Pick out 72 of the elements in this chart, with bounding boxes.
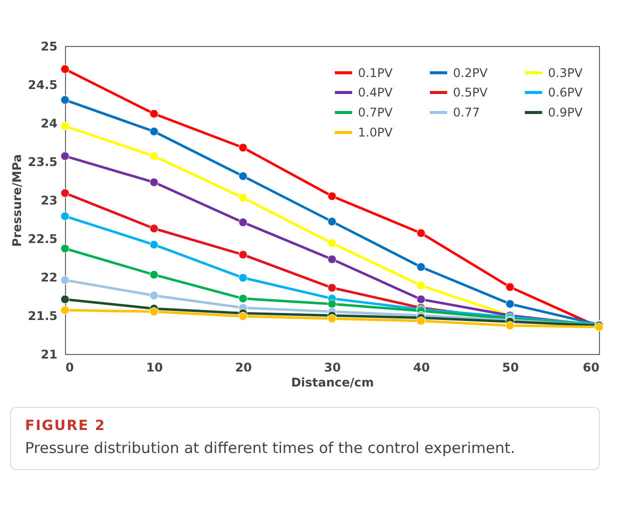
- legend-label: 0.7PV: [358, 106, 394, 120]
- point: [150, 270, 158, 280]
- legend-label: 0.2PV: [453, 66, 488, 80]
- point: [60, 306, 70, 315]
- point: [506, 300, 514, 308]
- x-tick-label: 50: [502, 360, 519, 374]
- point: [328, 192, 336, 201]
- point: [60, 188, 70, 198]
- y-tick-label: 25: [40, 40, 58, 54]
- point: [328, 314, 336, 324]
- point: [150, 240, 158, 250]
- legend-label: 0.3PV: [548, 66, 584, 80]
- point: [416, 281, 426, 290]
- point: [60, 64, 70, 74]
- point: [150, 291, 158, 300]
- x-tick-label: 40: [413, 360, 430, 374]
- y-tick-label: 23: [40, 194, 58, 208]
- x-tick-label: 0: [66, 360, 74, 374]
- point: [238, 172, 248, 181]
- point: [238, 312, 248, 321]
- point: [416, 294, 426, 304]
- y-tick-label: 24.5: [28, 78, 58, 92]
- legend-label: 0.77: [453, 106, 480, 120]
- point: [238, 218, 248, 227]
- legend-label: 0.1PV: [358, 66, 394, 80]
- legend-label: 0.9PV: [548, 106, 584, 120]
- point: [416, 262, 426, 272]
- x-axis-title: Distance/cm: [291, 376, 374, 390]
- caption: FIGURE 2: [25, 418, 107, 434]
- point: [416, 228, 426, 238]
- point: [328, 283, 336, 292]
- point: [60, 244, 70, 253]
- y-tick-label: 22.5: [28, 232, 58, 246]
- point: [60, 212, 70, 221]
- point: [238, 294, 248, 303]
- point: [328, 217, 336, 226]
- point: [60, 95, 70, 104]
- point: [60, 276, 70, 285]
- legend-label: 0.4PV: [358, 86, 394, 100]
- point: [150, 307, 158, 316]
- legend-label: 0.5PV: [453, 86, 488, 100]
- point: [150, 109, 158, 118]
- point: [328, 254, 336, 264]
- legend-label: 1.0PV: [358, 126, 394, 140]
- legend-label: 0.6PV: [548, 86, 584, 100]
- point: [60, 294, 70, 304]
- y-axis-title: Pressure/MPa: [10, 154, 24, 247]
- point: [60, 122, 70, 131]
- x-tick-label: 30: [324, 360, 341, 374]
- point: [150, 127, 158, 136]
- point: [416, 316, 426, 326]
- point: [238, 250, 248, 260]
- point: [506, 282, 514, 292]
- point: [150, 224, 158, 233]
- point: [60, 152, 70, 161]
- y-tick-label: 21.5: [28, 309, 58, 323]
- y-tick-label: 24: [40, 116, 58, 130]
- caption-panel: FIGURE 2 Pressure distribution at different times of the control experiment.: [10, 407, 600, 470]
- point: [150, 152, 158, 161]
- point: [328, 238, 336, 248]
- x-tick-label: 10: [146, 360, 163, 374]
- y-tick-label: 23.5: [28, 155, 58, 169]
- point: [506, 321, 514, 330]
- x-tick-label: 20: [235, 360, 252, 374]
- y-tick-label: 22: [40, 270, 58, 284]
- y-tick-label: 21: [40, 348, 58, 362]
- point: [238, 143, 248, 152]
- x-tick-label: 60: [582, 360, 600, 374]
- point: [328, 300, 336, 308]
- point: [238, 193, 248, 202]
- point: [238, 273, 248, 282]
- point: [150, 178, 158, 187]
